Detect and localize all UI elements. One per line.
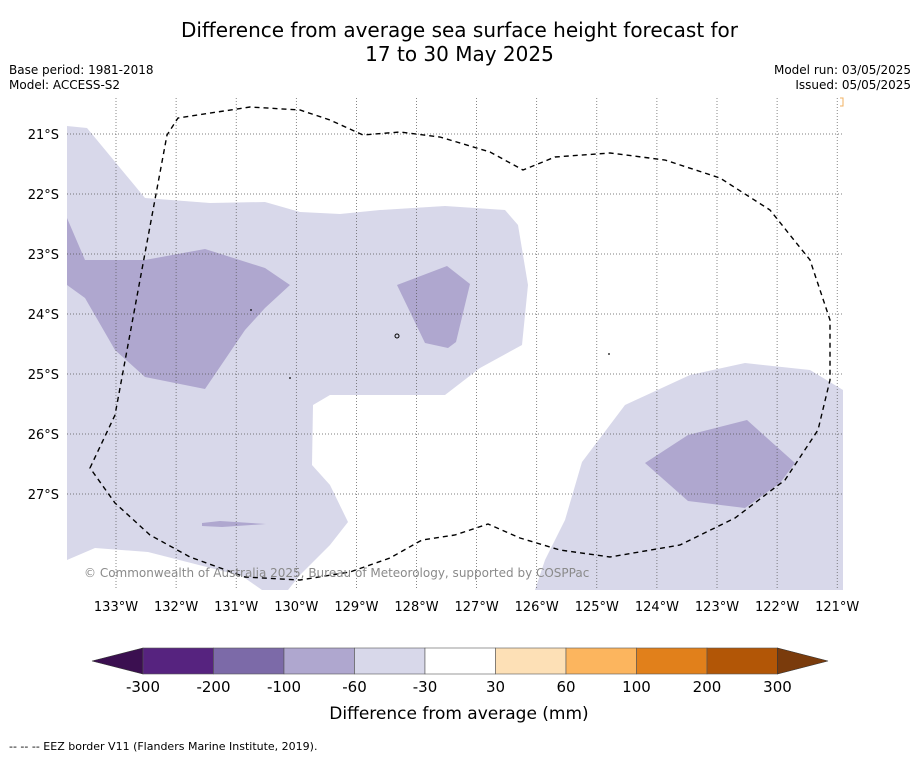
copyright-notice: © Commonwealth of Australia 2025, Bureau… (84, 566, 589, 580)
lat-tick-label: 23°S (28, 248, 59, 263)
island-marker (289, 377, 291, 379)
colorbar-segment (283, 647, 355, 675)
lat-tick-label: 25°S (28, 368, 59, 383)
gridlines (67, 98, 843, 590)
lat-tick-label: 21°S (28, 128, 59, 143)
lon-tick-label: 125°W (575, 600, 619, 615)
colorbar-title: Difference from average (mm) (329, 704, 588, 724)
colorbar-tick-label: 100 (622, 678, 651, 696)
map-title-line1: Difference from average sea surface heig… (180, 18, 739, 42)
lon-tick-label: 123°W (695, 600, 739, 615)
colorbar-segment (213, 647, 285, 675)
map-title-line2: 17 to 30 May 2025 (365, 42, 554, 66)
colorbar: -300 -200 -100 -60 -30 30 60 100 200 300 (91, 647, 829, 696)
lon-tick-label: 131°W (214, 600, 258, 615)
lat-tick-label: 27°S (28, 488, 59, 503)
colorbar-tick-label: 300 (763, 678, 792, 696)
eez-footnote: -- -- -- EEZ border V11 (Flanders Marine… (9, 740, 318, 753)
colorbar-tick-label: 30 (486, 678, 505, 696)
lat-tick-label: 24°S (28, 308, 59, 323)
lon-tick-label: 129°W (334, 600, 378, 615)
colorbar-extend-low (91, 647, 144, 675)
colorbar-tick-label: 60 (556, 678, 575, 696)
map-title: Difference from average sea surface heig… (0, 18, 919, 66)
colorbar-tick-label: -100 (267, 678, 301, 696)
colorbar-segment (565, 647, 637, 675)
colorbar-tick-label: -60 (342, 678, 367, 696)
lon-tick-label: 128°W (394, 600, 438, 615)
lon-tick-label: 130°W (274, 600, 318, 615)
colorbar-segment (354, 647, 426, 675)
lon-tick-label: 122°W (755, 600, 799, 615)
eez-border (89, 106, 831, 581)
lat-tick-label: 22°S (28, 188, 59, 203)
colorbar-segment (706, 647, 778, 675)
lon-tick-label: 126°W (515, 600, 559, 615)
colorbar-segment (636, 647, 708, 675)
island-marker (250, 309, 252, 311)
lon-tick-label: 132°W (154, 600, 198, 615)
colorbar-tick-label: -30 (413, 678, 438, 696)
island-marker (608, 353, 610, 355)
anomaly-region-southeast-medium (645, 420, 795, 508)
colorbar-tick-label: -200 (196, 678, 230, 696)
issued-date: Issued: 05/05/2025 (795, 78, 911, 92)
lon-tick-label: 124°W (635, 600, 679, 615)
anomaly-sliver (202, 521, 266, 527)
colorbar-extend-high (777, 647, 829, 675)
anomaly-region-west-light (67, 126, 528, 590)
edge-marker (840, 97, 844, 107)
model-name: Model: ACCESS-S2 (9, 78, 121, 92)
lon-tick-label: 121°W (815, 600, 859, 615)
model-run-date: Model run: 03/05/2025 (773, 63, 911, 77)
anomaly-region-central-medium (397, 266, 470, 348)
colorbar-tick-label: 200 (693, 678, 722, 696)
lat-tick-label: 26°S (28, 428, 59, 443)
lon-tick-label: 133°W (94, 600, 138, 615)
base-period: Base period: 1981-2018 (9, 63, 154, 77)
map-area: © Commonwealth of Australia 2025, Bureau… (67, 98, 843, 590)
island-marker (394, 333, 400, 339)
anomaly-region-west-medium (67, 218, 290, 389)
lon-tick-label: 127°W (455, 600, 499, 615)
colorbar-segment (424, 647, 496, 675)
latitude-labels: 21°S 22°S 23°S 24°S 25°S 26°S 27°S (28, 128, 59, 503)
run-info: Model run: 03/05/2025 Issued: 05/05/2025 (774, 63, 911, 93)
colorbar-tick-label: -300 (126, 678, 160, 696)
longitude-labels: 133°W 132°W 131°W 130°W 129°W 128°W 127°W 126°W… (94, 600, 860, 615)
model-info: Base period: 1981-2018 Model: ACCESS-S2 (9, 63, 154, 93)
colorbar-segment (142, 647, 214, 675)
colorbar-segment (495, 647, 567, 675)
